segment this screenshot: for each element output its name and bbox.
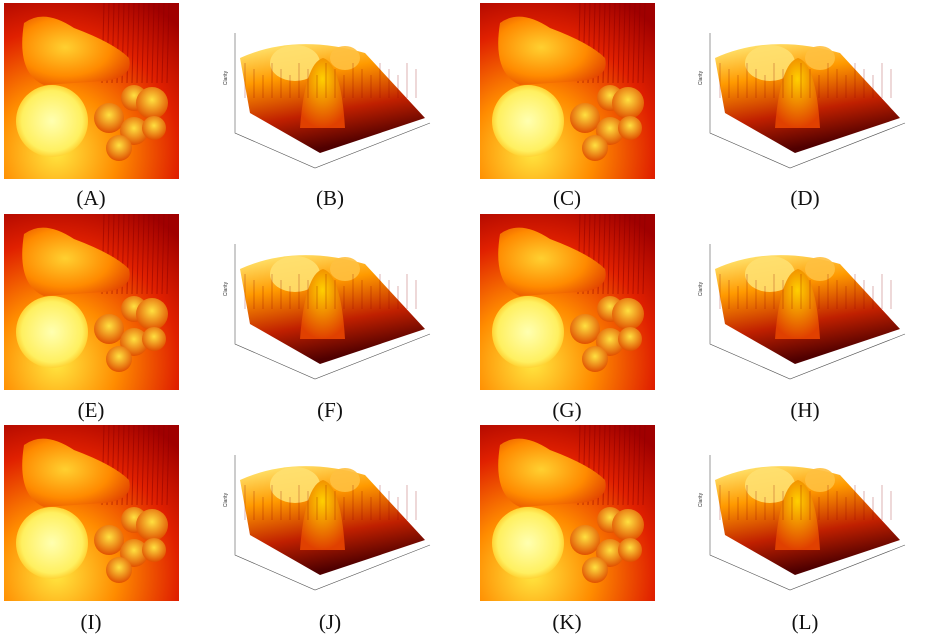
ball: [492, 85, 564, 157]
panel-label: (I): [81, 610, 102, 634]
orange: [582, 135, 608, 161]
orange: [106, 135, 132, 161]
panel: (K): [480, 425, 655, 634]
ball: [492, 507, 564, 579]
panel: Clarity (J): [223, 455, 430, 634]
axis-label: Clarity: [698, 281, 704, 296]
orange: [582, 346, 608, 372]
peak: [330, 46, 360, 70]
orange: [612, 298, 644, 330]
axis-label: Clarity: [223, 70, 229, 85]
orange: [136, 298, 168, 330]
panel: (A): [4, 3, 179, 210]
panel-label: (A): [76, 186, 105, 210]
panel-label: (D): [790, 186, 819, 210]
peak: [805, 468, 835, 492]
panel-label: (H): [790, 398, 819, 422]
orange: [106, 557, 132, 583]
panel: (I): [4, 425, 179, 634]
figure: (A) Clarity (B) (C) Clarity (D) (E) Clarity (F) (…: [0, 0, 929, 637]
orange: [136, 509, 168, 541]
panel: (E): [4, 214, 179, 422]
panel: Clarity (L): [698, 455, 905, 634]
panel: Clarity (B): [223, 33, 430, 210]
ball: [16, 296, 88, 368]
axis-label: Clarity: [698, 70, 704, 85]
orange: [618, 327, 642, 351]
orange: [582, 557, 608, 583]
ball: [492, 296, 564, 368]
panel-label: (C): [553, 186, 581, 210]
orange: [136, 87, 168, 119]
panel-label: (E): [78, 398, 105, 422]
panel: Clarity (D): [698, 33, 905, 210]
orange: [618, 538, 642, 562]
orange: [612, 509, 644, 541]
orange: [94, 525, 124, 555]
peak: [330, 468, 360, 492]
peak: [805, 257, 835, 281]
panel: (G): [480, 214, 655, 422]
orange: [142, 116, 166, 140]
peak: [330, 257, 360, 281]
panel-label: (K): [552, 610, 581, 634]
orange: [94, 314, 124, 344]
orange: [142, 538, 166, 562]
panel-label: (F): [317, 398, 343, 422]
orange: [612, 87, 644, 119]
panel: (C): [480, 3, 655, 210]
panel-label: (J): [319, 610, 341, 634]
orange: [618, 116, 642, 140]
orange: [106, 346, 132, 372]
orange: [570, 103, 600, 133]
ball: [16, 85, 88, 157]
orange: [142, 327, 166, 351]
axis-label: Clarity: [223, 281, 229, 296]
peak: [805, 46, 835, 70]
axis-label: Clarity: [698, 492, 704, 507]
orange: [570, 314, 600, 344]
panel-label: (G): [552, 398, 581, 422]
panel: Clarity (H): [698, 244, 905, 422]
axis-label: Clarity: [223, 492, 229, 507]
orange: [94, 103, 124, 133]
orange: [570, 525, 600, 555]
ball: [16, 507, 88, 579]
panel-label: (B): [316, 186, 344, 210]
panel: Clarity (F): [223, 244, 430, 422]
panel-label: (L): [792, 610, 819, 634]
page: (A) Clarity (B) (C) Clarity (D) (E) Clarity (F) (…: [0, 0, 929, 637]
